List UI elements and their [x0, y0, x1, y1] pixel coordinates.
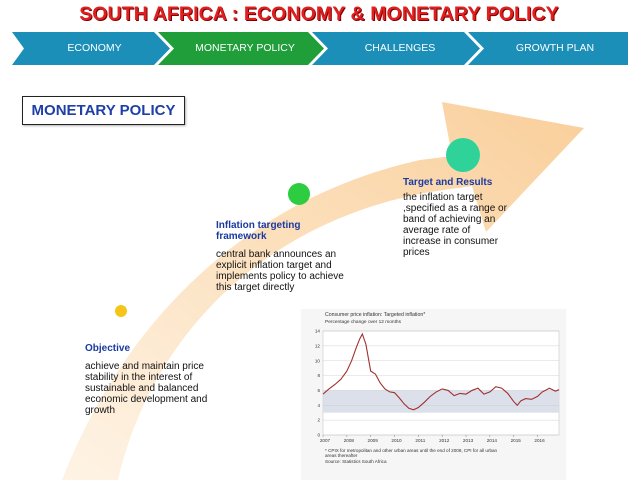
x-tick-label: 2010 — [391, 438, 402, 443]
step-framework-heading-line: framework — [216, 231, 267, 242]
chart-footnote-line: Source: Statistics South Africa — [325, 458, 387, 464]
y-tick-label: 10 — [315, 358, 321, 363]
y-tick-label: 14 — [315, 329, 321, 334]
nav-tab-monetary-shape[interactable] — [158, 32, 324, 65]
step-target-line: prices — [403, 247, 430, 258]
step-objective-line: stability in the interest of — [85, 372, 193, 383]
step-target-heading: Target and Results — [403, 177, 493, 188]
chart-title: Consumer price inflation: Targeted infla… — [325, 312, 426, 318]
step-objective-line: achieve and maintain price — [85, 361, 204, 372]
step-target-line: band of achieving an — [403, 214, 496, 225]
step-objective-body: achieve and maintain price stability in … — [85, 361, 207, 416]
x-tick-label: 2007 — [320, 438, 331, 443]
step-objective-line: sustainable and balanced — [85, 383, 199, 394]
x-tick-label: 2015 — [511, 438, 522, 443]
tab-monetary-policy[interactable]: MONETARY POLICY — [195, 42, 295, 54]
y-tick-label: 12 — [315, 343, 321, 348]
y-tick-label: 4 — [317, 403, 320, 408]
y-tick-label: 2 — [317, 418, 320, 423]
x-tick-label: 2008 — [344, 438, 355, 443]
tab-growth-plan[interactable]: GROWTH PLAN — [515, 42, 595, 54]
tab-challenges[interactable]: CHALLENGES — [364, 42, 436, 54]
series-line — [322, 332, 560, 411]
step-framework-line: explicit inflation target and — [216, 260, 332, 271]
x-tick-label: 2014 — [487, 438, 498, 443]
step-target-line: average rate of — [403, 225, 471, 236]
objective-dot — [115, 305, 127, 317]
target-band — [323, 390, 559, 413]
chart-subtitle: Percentage change over 12 months — [325, 320, 402, 325]
section-label: MONETARY POLICY — [22, 96, 185, 125]
step-framework-line: implements policy to achieve — [216, 271, 344, 282]
x-tick-label: 2013 — [463, 438, 474, 443]
step-target-line: the inflation target — [403, 192, 483, 203]
x-tick-label: 2012 — [439, 438, 450, 443]
chart-footnote-line: areas thereafter — [325, 453, 358, 459]
chart-footnote: * CPIX for metropolitan and other urban … — [325, 448, 561, 464]
page-title: SOUTH AFRICA : ECONOMY & MONETARY POLICY — [79, 3, 559, 25]
step-objective-heading: Objective — [85, 343, 131, 354]
step-framework-body: central bank announces an explicit infla… — [216, 249, 344, 293]
framework-dot — [288, 183, 310, 205]
nav-bar: ECONOMY MONETARY POLICY CHALLENGES GROWT… — [12, 32, 628, 65]
y-tick-label: 8 — [317, 373, 320, 378]
nav-tab-challenges-shape[interactable] — [312, 32, 480, 65]
step-target-line: increase in consumer — [403, 236, 499, 247]
nav-tab-economy-shape[interactable] — [12, 32, 170, 65]
step-framework-heading-line: Inflation targeting — [216, 220, 301, 231]
x-tick-label: 2016 — [534, 438, 545, 443]
chart-footnote-line: * CPIX for metropolitan and other urban … — [325, 448, 498, 453]
inflation-chart: 0 2 4 6 8 10 12 14 2007 2008 2009 2010 2011 2012 2013 2… — [301, 309, 566, 480]
step-objective-line: economic development and — [85, 394, 208, 405]
step-target-line: ,specified as a range or — [403, 203, 507, 214]
y-tick-label: 6 — [317, 388, 320, 393]
x-tick-label: 2009 — [368, 438, 379, 443]
target-dot — [446, 138, 480, 172]
arrow-shape — [62, 102, 584, 480]
step-framework-line: this target directly — [216, 282, 295, 293]
step-framework-line: central bank announces an — [216, 249, 337, 260]
y-tick-label: 0 — [317, 433, 320, 438]
plot-area — [322, 330, 560, 436]
inflation-chart-svg: 0 2 4 6 8 10 12 14 2007 2008 2009 2010 2011 2012 2013 2… — [315, 329, 560, 443]
step-framework-heading: Inflation targeting framework — [216, 220, 300, 242]
nav-tab-growth-shape[interactable] — [468, 32, 628, 65]
tab-economy[interactable]: ECONOMY — [67, 42, 122, 54]
step-objective-line: growth — [85, 405, 116, 416]
nav-arrows — [12, 32, 628, 65]
step-target-body: the inflation target ,specified as a ran… — [403, 192, 507, 258]
x-tick-label: 2011 — [415, 438, 425, 443]
